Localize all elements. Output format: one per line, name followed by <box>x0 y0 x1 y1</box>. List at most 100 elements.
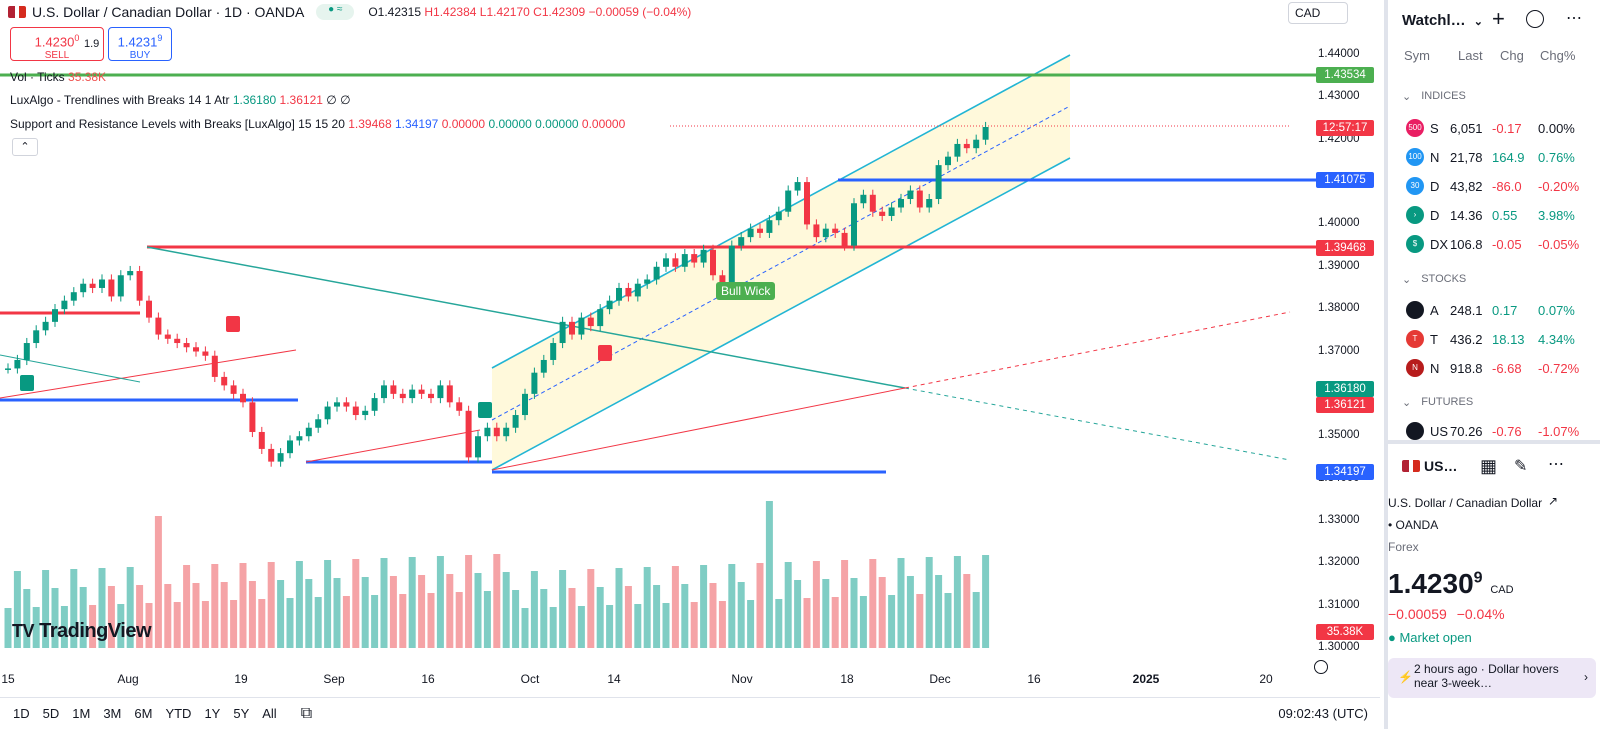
volume-bar <box>220 582 228 648</box>
section-stocks[interactable]: ⌄ STOCKS <box>1402 273 1467 286</box>
volume-bar <box>211 564 219 648</box>
candle-body <box>305 427 312 437</box>
range-button-1d[interactable]: 1D <box>13 706 30 721</box>
volume-bar <box>295 561 303 648</box>
volume-bar <box>681 584 689 648</box>
watchlist-col-chg-pct[interactable]: Chg% <box>1540 48 1576 63</box>
volume-bar <box>455 592 463 648</box>
watchlist-col-chg[interactable]: Chg <box>1500 48 1524 63</box>
watchlist-row[interactable]: N N 918.8 -6.68 -0.72% <box>1388 354 1600 382</box>
symbol-title[interactable]: U.S. Dollar / Canadian Dollar · 1D · OAN… <box>32 4 305 20</box>
range-buttons: 1D 5D 1M 3M 6M YTD 1Y 5Y All <box>0 706 277 721</box>
clock[interactable]: 09:02:43 (UTC) <box>1278 706 1368 721</box>
volume-bar <box>436 556 444 648</box>
usd-cad-flag-icon <box>8 6 26 18</box>
range-button-ytd[interactable]: YTD <box>165 706 192 721</box>
watchlist-cell: 918.8 <box>1450 360 1483 376</box>
sell-button[interactable]: 1.42300 SELL <box>10 27 104 61</box>
price-tag-t3: 1.39468 <box>1316 240 1374 256</box>
detail-name[interactable]: U.S. Dollar / Canadian Dollar <box>1388 496 1543 510</box>
volume-bar <box>42 570 50 648</box>
watchlist-row[interactable]: 30 D 43,82 -86.0 -0.20% <box>1388 172 1600 200</box>
watchlist-row[interactable]: T T 436.2 18.13 4.34% <box>1388 325 1600 353</box>
settings-icon[interactable] <box>1314 660 1328 674</box>
watchlist-cell: D <box>1430 207 1440 223</box>
volume-bar <box>653 585 661 648</box>
edit-icon[interactable]: ✎ <box>1514 458 1528 475</box>
more-icon[interactable]: ⋯ <box>1566 10 1582 27</box>
range-button-3m[interactable]: 3M <box>103 706 122 721</box>
chevron-right-icon: › <box>1584 670 1588 684</box>
watchlist-cell: -0.17 <box>1492 120 1522 136</box>
volume-bar <box>173 602 181 648</box>
watchlist-row[interactable]: $ DX 106.8 -0.05 -0.05% <box>1388 230 1600 258</box>
advanced-view-icon[interactable] <box>1526 10 1544 28</box>
candle-body <box>757 228 763 233</box>
lux2-v3: 0.00000 <box>441 117 486 131</box>
candle-body <box>531 372 538 394</box>
chart-area[interactable]: U.S. Dollar / Canadian Dollar · 1D · OAN… <box>0 0 1380 729</box>
volume-bar <box>117 604 125 648</box>
range-button-1y[interactable]: 1Y <box>204 706 221 721</box>
chart-canvas[interactable] <box>0 0 1380 729</box>
watchlist-cell: -86.0 <box>1492 178 1522 194</box>
candle-body <box>794 182 801 191</box>
external-link-icon[interactable]: ↗ <box>1548 494 1559 508</box>
range-button-5d[interactable]: 5D <box>42 706 60 721</box>
lux1-v3: ∅ ∅ <box>326 93 351 107</box>
collapse-legend-button[interactable]: ⌃ <box>12 138 38 156</box>
watchlist-col-sym[interactable]: Sym <box>1404 48 1430 63</box>
range-button-5y[interactable]: 5Y <box>233 706 250 721</box>
market-status-icon[interactable]: ● ≈ <box>316 4 355 20</box>
candle-body <box>277 453 284 462</box>
low-value: L1.42170 <box>479 5 530 19</box>
watchlist-cell: -0.05 <box>1492 236 1522 252</box>
volume-bar <box>4 608 12 648</box>
detail-more-icon[interactable]: ⋯ <box>1548 456 1564 473</box>
lux1-v1: 1.36180 <box>232 93 277 107</box>
volume-bar <box>183 565 191 648</box>
lux1-v2: 1.36121 <box>279 93 323 107</box>
watchlist-row[interactable]: US 70.26 -0.76 -1.07% <box>1388 417 1600 445</box>
volume-bar <box>624 586 632 648</box>
volume-bar <box>512 590 520 648</box>
candle-body <box>616 287 622 301</box>
volume-bar <box>230 600 238 648</box>
sr-legend[interactable]: Support and Resistance Levels with Break… <box>10 117 625 131</box>
candle-body <box>653 266 660 280</box>
section-indices[interactable]: ⌄ INDICES <box>1402 90 1466 103</box>
volume-bar <box>51 588 59 648</box>
trendlines-legend[interactable]: LuxAlgo - Trendlines with Breaks 14 1 At… <box>10 93 351 107</box>
watchlist-cell: 164.9 <box>1492 149 1525 165</box>
volume-bar <box>662 603 670 648</box>
detail-flag-icon <box>1402 460 1420 472</box>
watchlist-row[interactable]: 500 S 6,051 -0.17 0.00% <box>1388 114 1600 142</box>
range-button-1m[interactable]: 1M <box>72 706 91 721</box>
watchlist-cell: T <box>1430 331 1438 347</box>
watchlist-row[interactable]: A 248.1 0.17 0.07% <box>1388 296 1600 324</box>
news-card[interactable]: ⚡ 2 hours ago · Dollar hovers near 3-wee… <box>1388 658 1596 698</box>
candle-body <box>221 376 228 386</box>
candle-body <box>672 258 679 267</box>
watchlist-title[interactable]: Watchl… ⌄ <box>1402 12 1483 29</box>
volume-bar <box>418 575 426 648</box>
buy-button[interactable]: 1.42319 BUY <box>108 27 172 61</box>
watchlist-col-last[interactable]: Last <box>1458 48 1483 63</box>
range-button-all[interactable]: All <box>262 706 277 721</box>
range-button-6m[interactable]: 6M <box>134 706 153 721</box>
vol-legend[interactable]: Vol · Ticks 35.38K <box>10 70 106 84</box>
candle-body <box>625 287 632 297</box>
layout-icon[interactable]: ▦ <box>1480 456 1498 476</box>
candle-body <box>606 300 613 310</box>
date-range-icon[interactable]: ⧉ <box>300 704 313 722</box>
volume-bar <box>935 575 943 648</box>
bull-wick-label: Bull Wick <box>716 282 776 300</box>
add-symbol-icon[interactable]: + <box>1492 6 1505 31</box>
watchlist-row[interactable]: › D 14.36 0.55 3.98% <box>1388 201 1600 229</box>
detail-symbol[interactable]: US… <box>1424 458 1458 474</box>
currency-selector[interactable]: CAD <box>1288 2 1348 24</box>
watchlist-row[interactable]: 100 N 21,78 164.9 0.76% <box>1388 143 1600 171</box>
watchlist-cell: A <box>1430 302 1439 318</box>
section-futures[interactable]: ⌄ FUTURES <box>1402 396 1474 409</box>
